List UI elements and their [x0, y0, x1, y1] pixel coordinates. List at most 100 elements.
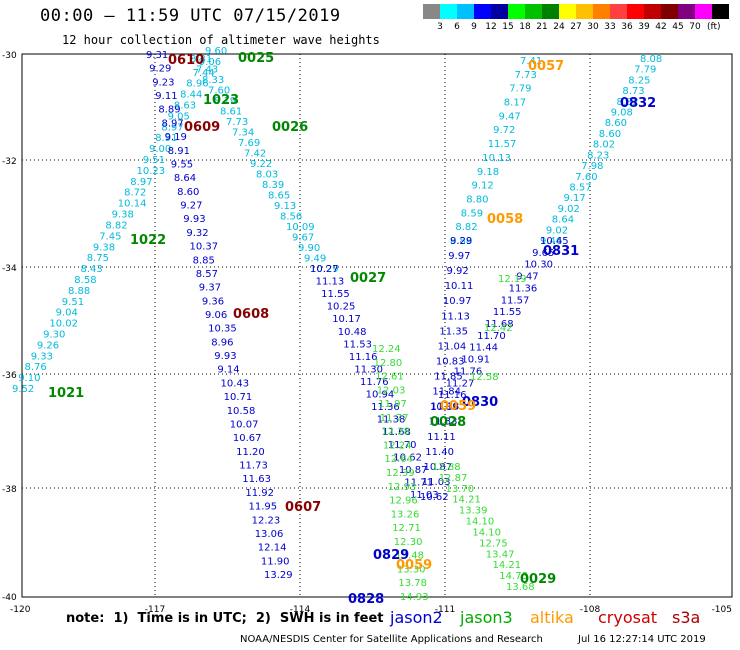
wave-height-value: 9.38: [93, 242, 115, 253]
wave-height-value: 8.89: [158, 105, 180, 116]
scale-tick-label: 15: [502, 22, 514, 32]
wave-height-value: 8.60: [599, 129, 621, 140]
wave-height-value: 9.93: [183, 214, 205, 225]
wave-height-value: 8.03: [256, 170, 278, 181]
wave-height-value: 9.06: [205, 310, 227, 321]
wave-height-value: 10.58: [227, 406, 256, 417]
pass-time-label: 0608: [233, 307, 269, 322]
wave-height-value: 9.46: [540, 236, 562, 247]
wave-height-value: 13.47: [486, 549, 515, 560]
wave-height-value: 11.73: [239, 461, 268, 472]
wave-height-value: 14.21: [452, 495, 481, 506]
scale-tick-label: 30: [587, 22, 599, 32]
wave-height-value: 9.92: [447, 266, 469, 277]
lat-tick-label: -40: [2, 593, 17, 603]
wave-height-value: 8.88: [68, 286, 90, 297]
wave-height-value: 7.45: [99, 231, 121, 242]
wave-height-value: 10.89: [430, 402, 459, 413]
wave-height-value: 8.57: [196, 269, 218, 280]
wave-height-value: 9.65: [532, 248, 554, 259]
wave-height-value: 9.02: [546, 225, 568, 236]
wave-height-value: 12.87: [439, 473, 468, 484]
wave-height-value: 9.90: [298, 243, 320, 254]
pass-time-label: 0830: [462, 395, 498, 410]
page-subtitle: 12 hour collection of altimeter wave hei…: [62, 33, 380, 47]
wave-height-value: 11.03: [410, 490, 439, 501]
pass-time-label: 0831: [543, 244, 579, 259]
wave-height-value: 10.48: [338, 327, 367, 338]
map-frame: [21, 53, 733, 598]
wave-height-value: 9.29: [149, 64, 171, 75]
pass-time-label: 0609: [184, 120, 220, 135]
wave-height-value: 10.30: [524, 260, 553, 271]
pass-time-label: 1023: [203, 93, 239, 108]
lat-tick-label: -30: [2, 51, 17, 61]
wave-height-value: 13.06: [255, 529, 284, 540]
legend-note: note: 1) Time is in UTC; 2) SWH is in fe…: [66, 611, 384, 626]
wave-height-value: 9.02: [558, 204, 580, 215]
wave-height-value: 8.88: [450, 236, 472, 247]
lat-tick-label: -36: [2, 371, 17, 381]
wave-height-value: 8.02: [593, 140, 615, 151]
wave-height-value: 7.41: [520, 56, 542, 67]
wave-height-value: 12.23: [252, 515, 281, 526]
wave-height-value: 9.32: [186, 228, 208, 239]
wave-height-value: 9.33: [31, 351, 53, 362]
wave-height-value: 11.11: [427, 432, 456, 443]
scale-tick-label: 12: [485, 22, 497, 32]
wave-height-value: 7.34: [232, 128, 254, 139]
wave-height-value: 9.36: [202, 296, 224, 307]
wave-height-value: 10.43: [221, 378, 250, 389]
legend-jason2: jason2: [390, 608, 443, 627]
wave-height-value: 12.14: [258, 543, 287, 554]
wave-height-value: 8.82: [617, 97, 639, 108]
wave-height-value: 10.87: [424, 462, 453, 473]
scale-swatch: [661, 4, 678, 19]
wave-height-value: 9.23: [152, 77, 174, 88]
scale-swatch: [610, 4, 627, 19]
wave-height-value: 8.61: [220, 107, 242, 118]
wave-height-value: 9.52: [12, 384, 34, 395]
wave-height-value: 10.17: [332, 314, 361, 325]
wave-height-value: 8.65: [268, 191, 290, 202]
wave-height-value: 13.29: [264, 570, 293, 581]
wave-height-value: 9.31: [146, 50, 168, 61]
wave-height-value: 10.62: [393, 452, 422, 463]
wave-height-value: 11.30: [354, 364, 383, 375]
wave-height-value: 9.14: [217, 365, 239, 376]
wave-height-value: 7.98: [581, 161, 603, 172]
wave-height-value: 9.30: [43, 330, 65, 341]
wave-height-value: 8.08: [640, 54, 662, 65]
scale-swatch: [440, 4, 457, 19]
wave-height-value: 9.93: [214, 351, 236, 362]
scale-swatch: [525, 4, 542, 19]
pass-time-label: 0057: [528, 59, 564, 74]
wave-height-value: 13.30: [397, 564, 426, 575]
wave-height-value: 9.10: [18, 373, 40, 384]
wave-height-value: 9.38: [112, 210, 134, 221]
wave-height-value: 11.36: [509, 283, 538, 294]
lat-tick-label: -38: [2, 485, 17, 495]
wave-height-value: 8.72: [124, 188, 146, 199]
wave-height-value: 10.91: [461, 355, 490, 366]
wave-height-value: 8.96: [186, 79, 208, 90]
wave-height-value: 9.97: [448, 251, 470, 262]
wave-height-value: 8.97: [130, 177, 152, 188]
wave-height-value: 8.91: [168, 146, 190, 157]
wave-height-value: 12.93: [388, 482, 417, 493]
wave-height-value: 12.28: [381, 427, 410, 438]
pass-time-label: 0059: [396, 558, 432, 573]
legend-cryosat: cryosat: [598, 608, 658, 627]
wave-height-value: 12.80: [374, 358, 403, 369]
lon-tick-label: -114: [290, 605, 311, 615]
wave-height-value: 11.38: [377, 415, 406, 426]
wave-height-value: 11.70: [477, 331, 506, 342]
wave-height-value: 8.39: [262, 180, 284, 191]
wave-height-value: 12.24: [383, 440, 412, 451]
scale-tick-label: 42: [655, 22, 667, 32]
wave-height-value: 8.75: [87, 253, 109, 264]
wave-height-value: 11.57: [488, 139, 517, 150]
pass-time-label: 0607: [285, 500, 321, 515]
wave-height-value: 13.68: [506, 582, 535, 593]
wave-height-value: 8.82: [105, 221, 127, 232]
